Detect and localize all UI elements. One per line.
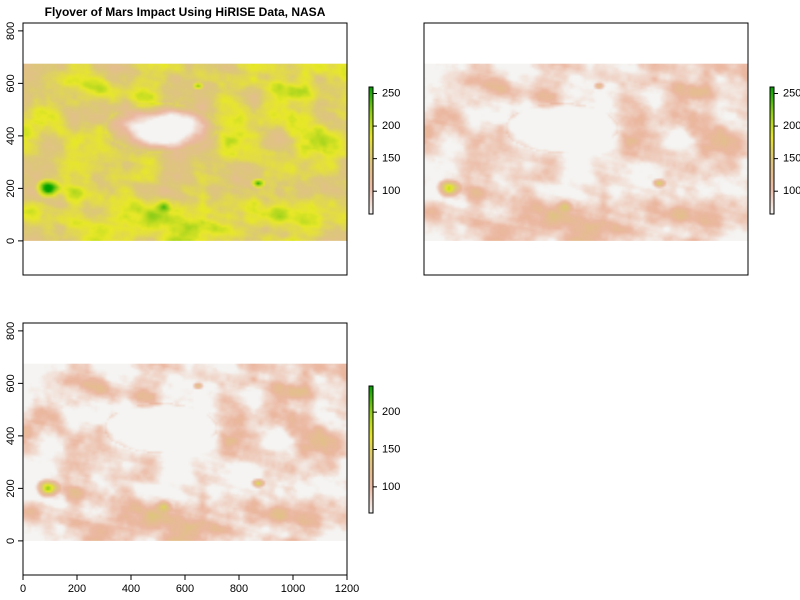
colorbar xyxy=(769,86,775,215)
colorbar-tick-label: 250 xyxy=(783,87,800,99)
terrain-raster xyxy=(23,63,347,241)
colorbar-tick-label: 150 xyxy=(382,153,400,165)
map-panel-3: 0 200 400 600 800 0 200 400 600 800 1000 1200 100 150… xyxy=(5,322,400,595)
colorbar-tick-label: 100 xyxy=(783,185,800,197)
chart-title: Flyover of Mars Impact Using HiRISE Data… xyxy=(45,5,326,19)
colorbar-tick-label: 200 xyxy=(382,120,400,132)
x-tick-label: 200 xyxy=(68,583,86,595)
colorbar-tick-label: 100 xyxy=(382,481,400,493)
y-tick-label: 0 xyxy=(5,538,17,544)
y-tick-label: 400 xyxy=(5,127,17,145)
map-panel-2: 100 150 200 250 xyxy=(423,22,800,276)
x-tick-label: 600 xyxy=(176,583,194,595)
terrain-raster xyxy=(424,63,748,241)
y-tick-label: 800 xyxy=(5,22,17,40)
y-tick-label: 600 xyxy=(5,374,17,392)
y-tick-label: 200 xyxy=(5,479,17,497)
colorbar-tick-label: 100 xyxy=(382,185,400,197)
colorbar-tick-label: 150 xyxy=(382,443,400,455)
colorbar xyxy=(368,385,374,514)
x-tick-label: 800 xyxy=(230,583,248,595)
terrain-raster xyxy=(23,363,347,541)
colorbar-legend: 100 150 200 250 xyxy=(368,86,400,215)
y-tick-label: 200 xyxy=(5,179,17,197)
y-tick-label: 0 xyxy=(5,238,17,244)
y-tick-label: 400 xyxy=(5,427,17,445)
x-tick-label: 400 xyxy=(122,583,140,595)
colorbar-tick-label: 250 xyxy=(382,87,400,99)
colorbar-legend: 100 150 200 xyxy=(368,385,400,514)
x-tick-label: 1200 xyxy=(335,583,359,595)
x-tick-label: 1000 xyxy=(281,583,305,595)
plot-frame xyxy=(423,22,749,276)
colorbar-tick-label: 150 xyxy=(783,153,800,165)
map-panel-1: Flyover of Mars Impact Using HiRISE Data… xyxy=(5,5,400,276)
colorbar-tick-label: 200 xyxy=(783,120,800,132)
colorbar xyxy=(368,86,374,215)
y-tick-label: 800 xyxy=(5,322,17,340)
colorbar-legend: 100 150 200 250 xyxy=(769,86,800,215)
colorbar-tick-label: 200 xyxy=(382,406,400,418)
y-tick-label: 600 xyxy=(5,74,17,92)
plot-frame xyxy=(22,22,348,276)
x-tick-label: 0 xyxy=(20,583,26,595)
